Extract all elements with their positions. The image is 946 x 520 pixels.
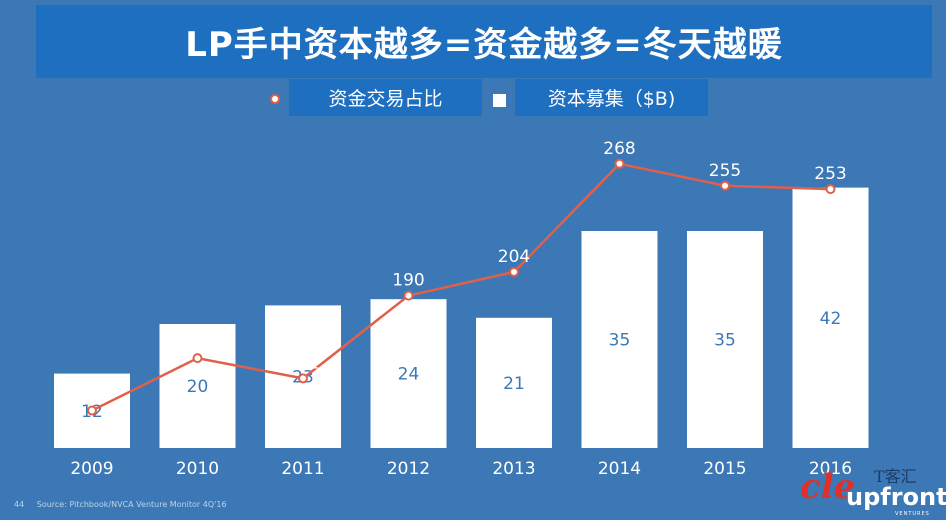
line-label-2012: 190 — [392, 271, 424, 291]
watermark-script: cle — [800, 467, 856, 507]
line-point-2010 — [192, 353, 203, 364]
bar-2010 — [159, 324, 236, 448]
bar-2016 — [792, 187, 869, 448]
line-label-2010: 153 — [181, 333, 213, 353]
x-tick-2013: 2013 — [492, 459, 535, 479]
logo-subtext: VENTURES — [895, 511, 930, 517]
line-point-2012 — [403, 290, 414, 301]
line-point-2015 — [720, 180, 730, 191]
line-label-2013: 204 — [498, 247, 530, 267]
logo-text: upfront — [846, 483, 946, 511]
page-number: 44 — [14, 500, 25, 509]
line-label-2015: 255 — [709, 161, 741, 181]
bar-label-2013: 21 — [503, 374, 525, 394]
bar-label-2016: 42 — [820, 309, 842, 329]
line-point-2009 — [87, 405, 97, 416]
legend-line-marker-icon — [270, 94, 280, 104]
series-line — [91, 162, 831, 412]
x-tick-2010: 2010 — [176, 459, 219, 479]
logo: cle T客汇 upfront VENTURES — [800, 455, 946, 520]
legend-line-label: 资金交易占比 — [289, 79, 482, 116]
bar-2012 — [370, 299, 447, 448]
bar-label-2014: 35 — [609, 331, 631, 351]
line-point-2016 — [825, 184, 836, 195]
chart-title: LP手中资本越多=资金越多=冬天越暖 — [36, 5, 932, 78]
bar-2014 — [581, 231, 658, 448]
x-tick-2011: 2011 — [281, 459, 324, 479]
legend-bar-marker-icon — [493, 94, 506, 107]
bar-2015 — [687, 231, 763, 448]
line-label-2011: 141 — [287, 353, 319, 373]
line-label-2014: 268 — [603, 139, 635, 159]
watermark-cn: T客汇 — [874, 467, 917, 486]
line-label-2009: 122 — [76, 386, 108, 406]
source-note: 44 Source: Pitchbook/NVCA Venture Monito… — [14, 500, 227, 509]
x-tick-2015: 2015 — [703, 459, 746, 479]
x-tick-2016: 2016 — [809, 459, 852, 479]
x-tick-2012: 2012 — [387, 459, 430, 479]
bar-label-2012: 24 — [398, 365, 420, 385]
bar-label-2015: 35 — [714, 331, 736, 351]
line-label-2016: 253 — [814, 164, 846, 184]
line-point-2014 — [614, 158, 625, 169]
line-point-2013 — [509, 266, 519, 277]
x-tick-2009: 2009 — [70, 459, 113, 479]
x-tick-2014: 2014 — [598, 459, 641, 479]
bar-label-2010: 20 — [187, 377, 209, 397]
line-point-2011 — [298, 373, 308, 384]
source-text: Source: Pitchbook/NVCA Venture Monitor 4… — [36, 500, 227, 509]
bar-2013 — [476, 317, 552, 448]
legend-bar-label: 资本募集（$B) — [515, 79, 708, 116]
